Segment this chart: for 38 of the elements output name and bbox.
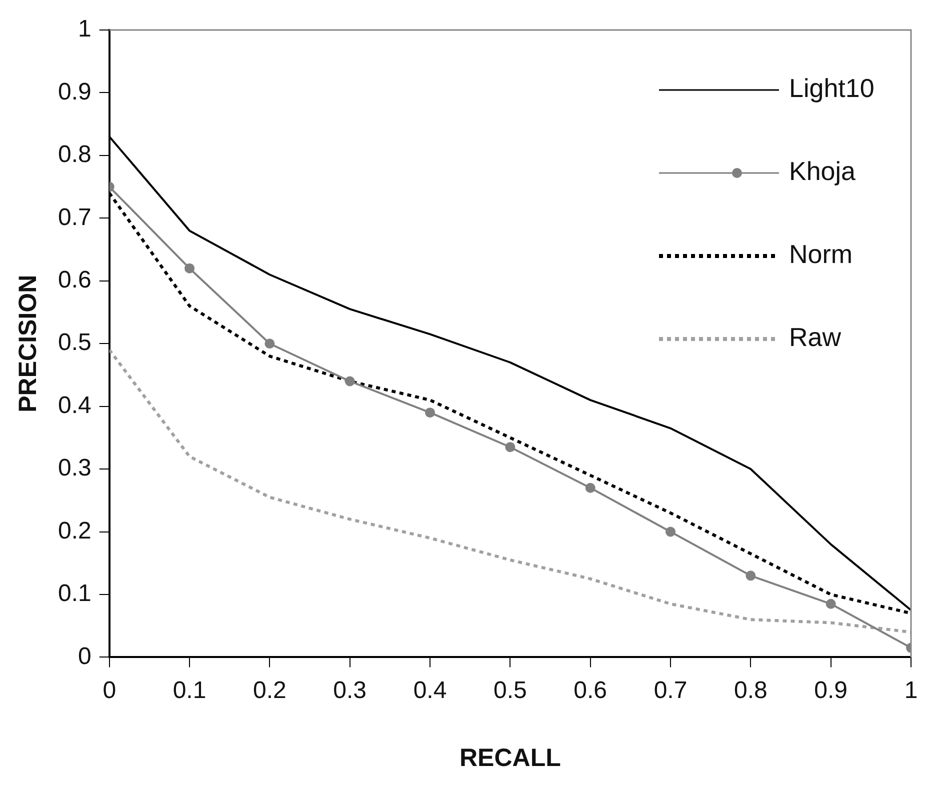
y-axis-title: PRECISION (14, 274, 42, 412)
y-tick-label: 0.1 (58, 580, 92, 608)
x-tick-label: 0.6 (574, 677, 608, 704)
x-tick-label: 0.9 (814, 677, 848, 704)
x-tick-label: 1 (904, 677, 918, 704)
y-tick-label: 0.7 (58, 204, 92, 231)
y-tick-label: 0 (78, 642, 92, 670)
point (585, 482, 596, 493)
point (746, 570, 756, 581)
x-axis-title: RECALL (459, 744, 561, 772)
y-tick-label: 1 (78, 16, 92, 43)
x-tick-label: 0.1 (172, 677, 206, 704)
x-tick-label: 0.2 (253, 677, 286, 704)
legend-label: Raw (789, 322, 842, 352)
legend-label: Norm (789, 239, 853, 270)
y-tick-label: 0.5 (58, 329, 92, 356)
point (184, 263, 195, 274)
legend-label: Light10 (789, 73, 874, 104)
point (264, 338, 275, 349)
point (344, 376, 355, 386)
x-tick-label: 0.7 (654, 677, 688, 704)
x-tick-label: 0.8 (734, 677, 768, 704)
x-tick-label: 0.3 (333, 677, 367, 704)
y-tick-label: 0.2 (58, 517, 92, 544)
x-tick-label: 0.4 (413, 677, 447, 704)
point (425, 408, 436, 418)
point (505, 442, 516, 452)
y-tick-label: 0.8 (58, 141, 92, 168)
legend-label: Khoja (789, 156, 856, 186)
y-tick-label: 0.3 (58, 454, 92, 482)
x-tick-label: 0 (102, 677, 116, 704)
y-tick-label: 0.9 (58, 78, 92, 106)
y-tick-label: 0.4 (58, 392, 92, 419)
line-series (109, 348, 911, 634)
point (666, 526, 676, 537)
point (826, 598, 836, 609)
y-tick-label: 0.6 (58, 266, 92, 294)
x-tick-label: 0.5 (493, 677, 527, 704)
